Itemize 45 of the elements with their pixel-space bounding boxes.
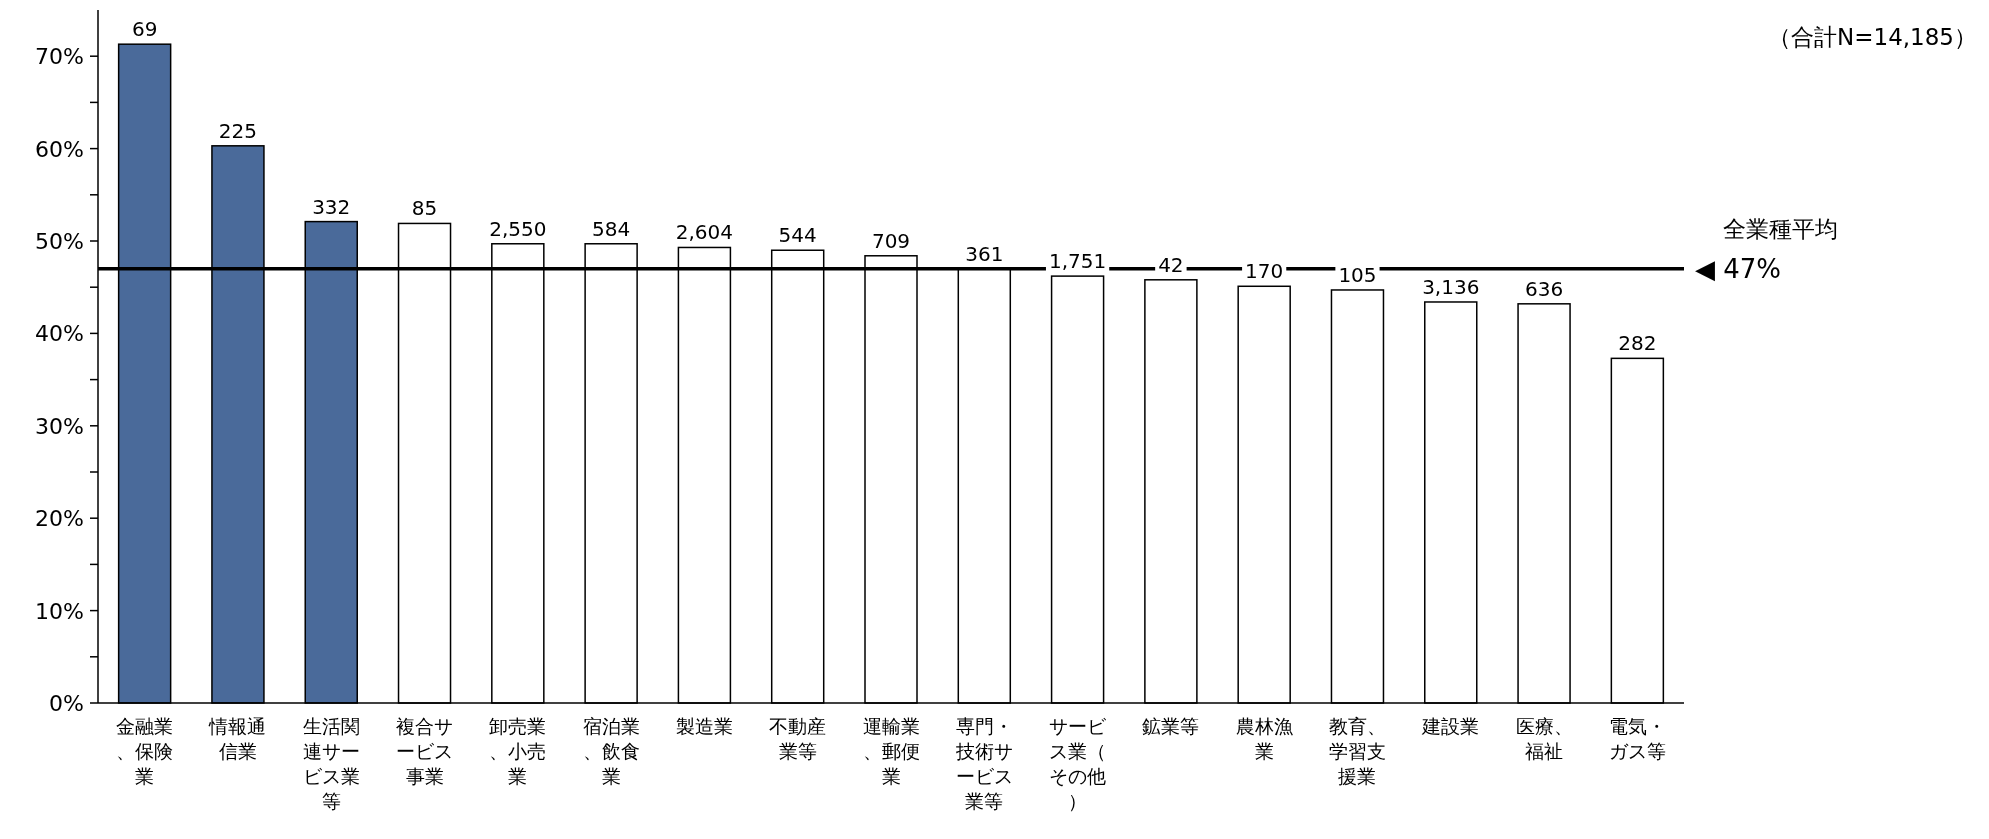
x-tick-label: 金融業、保険業	[116, 715, 174, 787]
annotation: 85	[411, 196, 438, 221]
x-tick-label: 製造業	[675, 715, 733, 737]
text: （合計N=14,185）	[1768, 24, 1977, 50]
x-tick-label: 卸売業、小売業	[489, 715, 547, 787]
x-tick-label: 医療、福祉	[1515, 715, 1573, 762]
annotation: 709	[871, 228, 911, 253]
x-tick-label: 建設業	[1421, 715, 1480, 737]
x-tick-label: 農林漁業	[1235, 715, 1293, 762]
annotation: 332	[312, 194, 351, 219]
annotation: 42	[1158, 252, 1184, 277]
y-tick-label: 70%	[35, 44, 84, 70]
annotation: 636	[1524, 276, 1564, 301]
x-tick-label: サービス業（その他）	[1049, 715, 1108, 812]
annotation: 544	[778, 223, 817, 248]
annotation: 361	[965, 241, 1004, 266]
annotation: 2,550	[489, 216, 547, 241]
y-tick-label: 60%	[35, 136, 84, 162]
annotation: 282	[1618, 331, 1657, 356]
x-tick-label: 情報通信業	[208, 715, 267, 762]
annotation: 3,136	[1422, 274, 1480, 299]
x-tick-label: 教育、学習支援業	[1328, 715, 1386, 787]
annotation: 2,604	[675, 220, 734, 245]
annotation: 225	[218, 118, 258, 143]
y-tick-label: 30%	[35, 413, 84, 439]
y-tick-label: 50%	[35, 229, 84, 254]
annotation: 170	[1245, 259, 1284, 284]
x-tick-label: 生活関連サービス業等	[302, 715, 360, 812]
y-tick-label: 40%	[35, 321, 84, 347]
text: ◀ 47%	[1695, 253, 1782, 284]
annotation: 105	[1338, 262, 1377, 287]
y-tick-label: 20%	[35, 506, 84, 532]
x-tick-label: 複合サービス事業	[396, 715, 454, 787]
x-tick-label: 専門・技術サービス業等	[954, 715, 1013, 812]
x-tick-label: 鉱業等	[1142, 715, 1200, 737]
y-tick-label: 10%	[35, 598, 84, 624]
y-tick-label: 0%	[49, 691, 84, 716]
ref-line-label: 全業種平均	[1722, 215, 1838, 242]
annotation: 584	[592, 216, 631, 241]
annotation: 69	[131, 17, 158, 42]
x-tick-label: 不動産業等	[769, 715, 827, 762]
x-tick-label: 電気・ガス等	[1608, 715, 1666, 762]
annotation: 1,751	[1048, 249, 1107, 274]
x-tick-label: 運輸業、郵便業	[862, 715, 920, 787]
x-tick-label: 宿泊業、飲食業	[582, 715, 640, 787]
